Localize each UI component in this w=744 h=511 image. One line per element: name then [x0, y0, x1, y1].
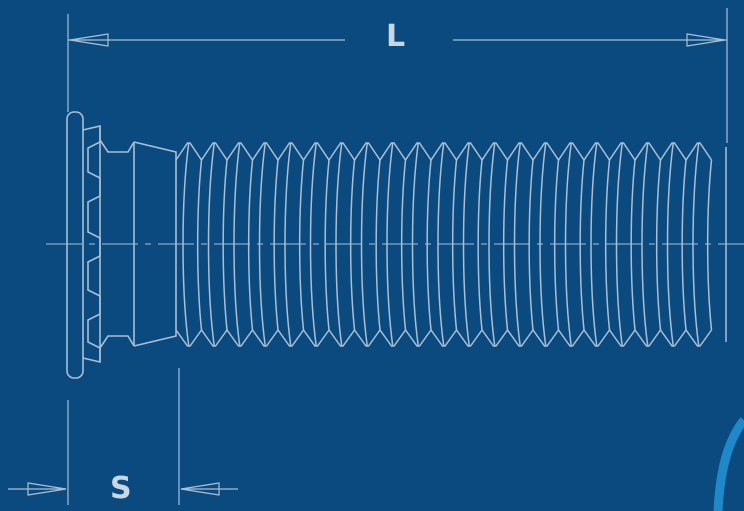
cone [133, 141, 177, 347]
fastener-head [66, 111, 177, 379]
neck-top [99, 139, 135, 153]
thread-crest-line [182, 142, 190, 347]
length-dimension [68, 33, 727, 47]
head-thickness-label: S [110, 471, 132, 506]
head-flange [66, 111, 84, 379]
thread-root-line [706, 159, 713, 331]
thread-root-line [477, 159, 483, 331]
thread-root-line [273, 159, 279, 331]
thread-root-line [579, 159, 585, 331]
thread-crest-line [335, 142, 343, 347]
thread-root-line [324, 159, 330, 331]
s-arrow-left [27, 482, 67, 496]
thread-root-line [426, 159, 432, 331]
threaded-shank [175, 142, 727, 347]
thread-root-line [349, 159, 356, 331]
thread-root-line [502, 159, 509, 331]
thread-crest-line [513, 142, 521, 347]
thread-crest-line [437, 142, 445, 347]
thread-crest-line [233, 142, 241, 347]
thread-crest-line [641, 142, 649, 347]
thread-root-line [375, 159, 381, 331]
length-arrow-right [686, 33, 726, 47]
thread-crest-line [411, 142, 419, 347]
extension-lines [67, 8, 728, 505]
thread-root-line [630, 159, 636, 331]
thread-root-line [222, 159, 228, 331]
thread-crest-line [386, 142, 394, 347]
thread-crest-line [462, 142, 470, 347]
thread-crest-line [309, 142, 317, 347]
thread-crest-line [258, 142, 266, 347]
thread-root-line [298, 159, 305, 331]
thread-crest-line [207, 142, 215, 347]
length-arrow-left [69, 33, 109, 47]
thread-crest-line [666, 142, 674, 347]
thread-root-line [196, 159, 203, 331]
thread-root-line [400, 159, 407, 331]
thread-crest-line [564, 142, 572, 347]
thread-crest-line [590, 142, 598, 347]
thread-root-line [528, 159, 534, 331]
accent-arc [713, 417, 744, 511]
thread-crest-line [692, 142, 700, 347]
thread-crest-line [284, 142, 292, 347]
thread-root-line [451, 159, 458, 331]
thread-root-line [655, 159, 662, 331]
thread-crest-line [360, 142, 368, 347]
head-thickness-dimension [8, 482, 238, 496]
thread-crest-line [539, 142, 547, 347]
thread-root-line [604, 159, 611, 331]
thread-root-line [681, 159, 687, 331]
thread-crest-line [615, 142, 623, 347]
length-label: L [386, 19, 406, 54]
thread-root-line [553, 159, 560, 331]
thread-crest-line [488, 142, 496, 347]
neck-bottom [99, 335, 135, 349]
s-arrow-right [180, 482, 220, 496]
thread-root-line [247, 159, 254, 331]
